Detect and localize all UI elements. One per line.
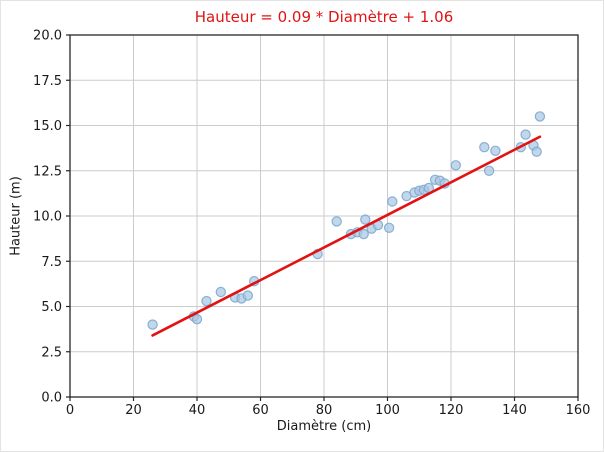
data-point	[242, 290, 253, 301]
y-tick-label: 0.0	[41, 391, 62, 406]
x-tick-label: 80	[316, 403, 333, 418]
y-tick-label: 17.5	[33, 74, 62, 89]
y-tick-label: 20.0	[33, 29, 62, 44]
data-point	[520, 129, 531, 140]
y-tick-label: 2.5	[41, 345, 62, 360]
data-point	[191, 314, 203, 325]
data-point	[490, 145, 501, 156]
x-tick-label: 120	[439, 403, 464, 418]
x-tick-label: 40	[189, 403, 206, 418]
data-point	[479, 141, 490, 153]
x-tick-label: 100	[375, 403, 400, 418]
data-point	[387, 196, 398, 207]
x-tick-label: 0	[66, 403, 74, 418]
y-tick-label: 7.5	[41, 255, 62, 270]
data-point	[360, 214, 371, 225]
data-point	[331, 216, 342, 227]
regression-line	[151, 135, 542, 337]
y-tick-label: 12.5	[33, 164, 62, 179]
data-point	[534, 111, 546, 122]
y-axis-label: Hauteur (m)	[8, 176, 24, 256]
data-point	[483, 165, 495, 176]
data-point	[531, 146, 542, 157]
y-tick-label: 10.0	[33, 210, 62, 225]
data-point	[201, 295, 212, 307]
x-tick-label: 160	[566, 403, 591, 418]
y-tick-label: 15.0	[33, 119, 62, 134]
data-point	[215, 286, 226, 298]
x-tick-label: 140	[502, 403, 527, 418]
x-tick-label: 20	[125, 403, 142, 418]
chart-title: Hauteur = 0.09 * Diamètre + 1.06	[194, 8, 454, 26]
y-tick-label: 5.0	[41, 300, 62, 315]
data-point	[358, 228, 369, 240]
data-point	[383, 222, 395, 233]
x-axis-label: Diamètre (cm)	[276, 419, 372, 434]
data-point	[147, 319, 158, 330]
data-point	[450, 160, 461, 171]
x-tick-label: 60	[252, 403, 269, 418]
